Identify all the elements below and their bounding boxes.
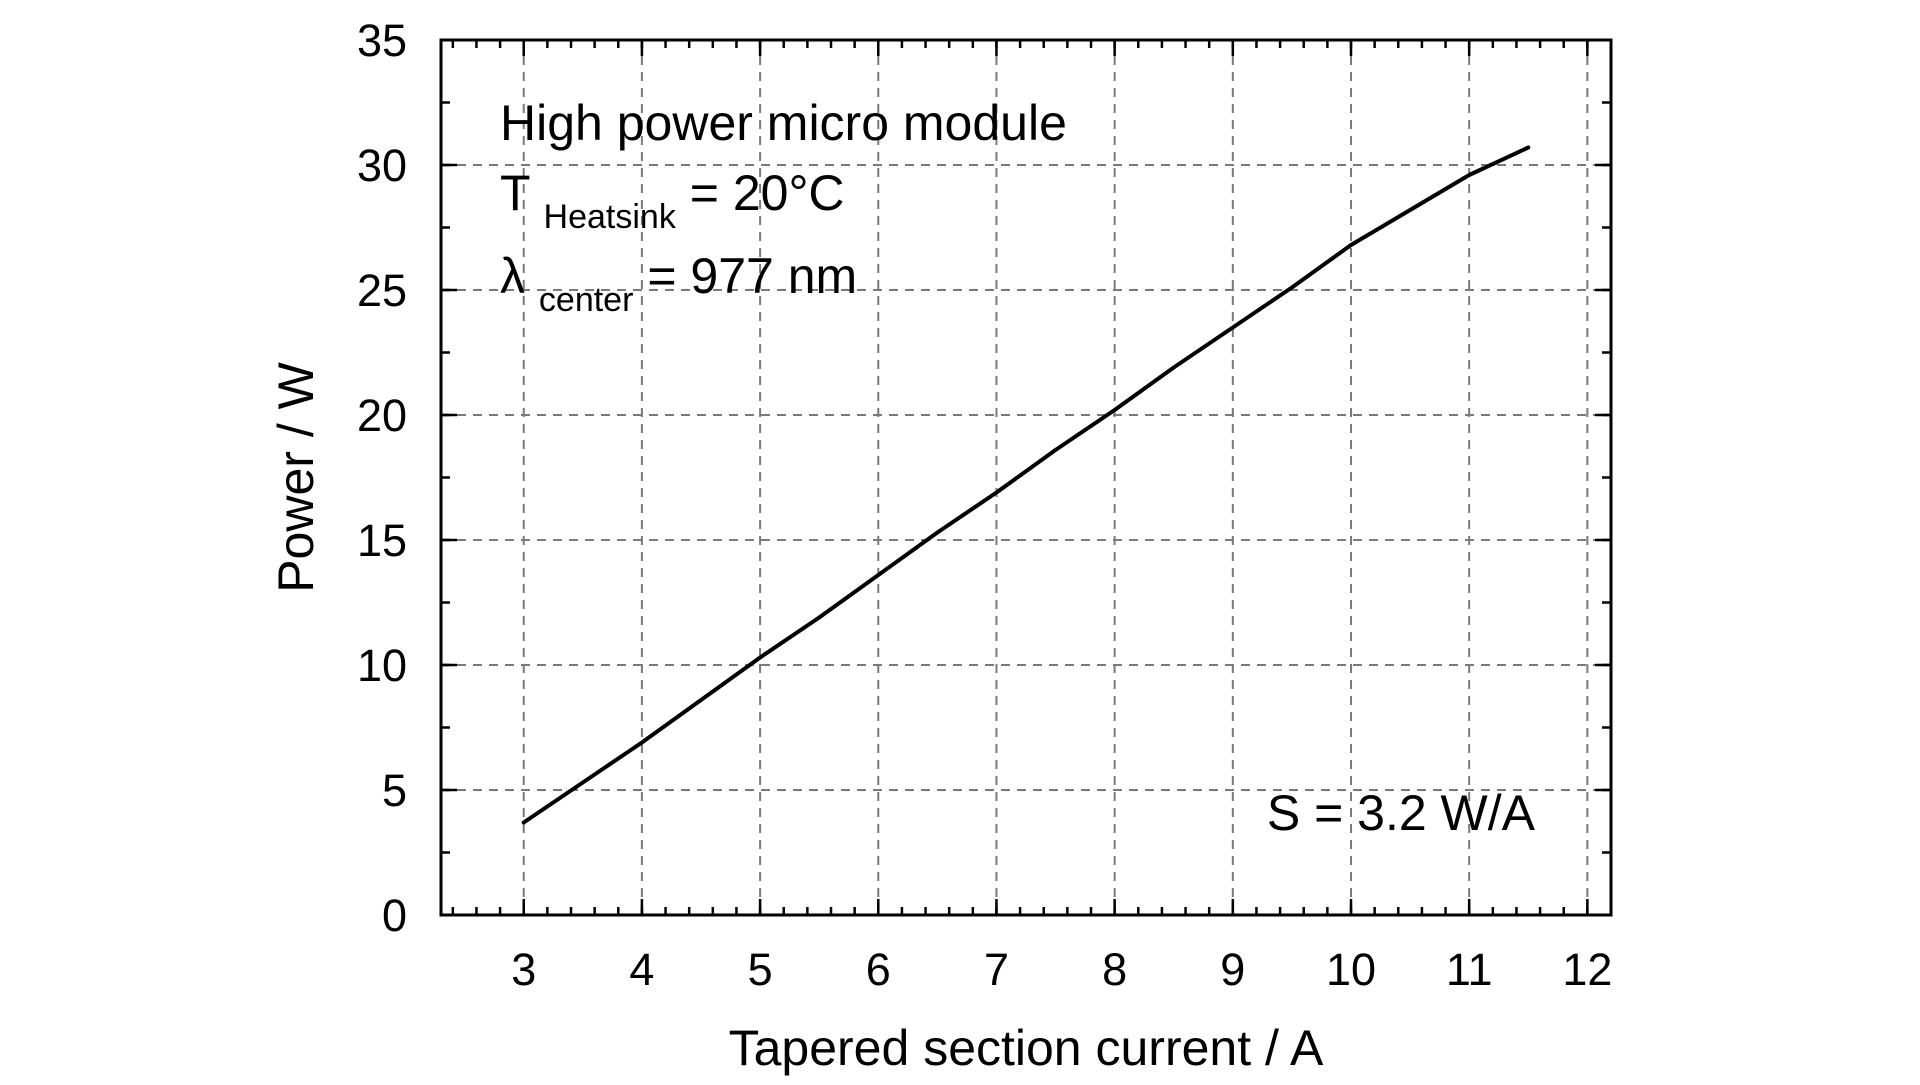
y-tick-label: 35 — [357, 15, 407, 66]
y-tick-label: 25 — [357, 265, 407, 316]
series-layer — [521, 145, 1531, 825]
y-tick-label: 30 — [357, 140, 407, 191]
y-tick-label: 5 — [382, 765, 407, 816]
y-tick-label: 20 — [357, 390, 407, 441]
plot-frame — [439, 38, 1613, 917]
grid-layer — [441, 40, 1611, 915]
x-tick-label: 12 — [1562, 944, 1612, 995]
tick-label-layer: 3 4 5 6 7 8 9 10 11 12 0 5 10 15 20 25 30 35 — [357, 15, 1612, 995]
y-axis-title: Power / W — [268, 361, 324, 592]
x-tick-label: 7 — [984, 944, 1009, 995]
x-tick-label: 6 — [866, 944, 891, 995]
x-tick-label: 3 — [511, 944, 536, 995]
tick-layer — [441, 38, 1613, 917]
y-tick-label: 15 — [357, 515, 407, 566]
annotation-slope-efficiency: S = 3.2 W/A — [1267, 785, 1536, 841]
x-axis-title: Tapered section current / A — [729, 1020, 1324, 1076]
annotation-module-name: High power micro module — [500, 95, 1067, 151]
x-tick-label: 4 — [629, 944, 654, 995]
x-tick-label: 9 — [1220, 944, 1245, 995]
x-tick-label: 5 — [748, 944, 773, 995]
x-tick-label: 8 — [1102, 944, 1127, 995]
y-tick-label: 10 — [357, 640, 407, 691]
x-tick-label: 11 — [1446, 944, 1493, 995]
lambda-value: = 977 nm — [647, 248, 857, 304]
lambda-subscript: center — [539, 281, 634, 319]
lambda-symbol: λ — [500, 248, 525, 304]
x-tick-label: 10 — [1326, 944, 1376, 995]
y-tick-label: 0 — [382, 890, 407, 941]
heatsink-symbol: T — [500, 165, 530, 221]
heatsink-value: = 20°C — [690, 165, 845, 221]
series-line-power — [521, 145, 1531, 825]
annotation-heatsink-temperature: T Heatsink = 20°C — [500, 165, 845, 239]
heatsink-subscript: Heatsink — [544, 198, 677, 236]
annotation-center-wavelength: λ center = 977 nm — [500, 248, 857, 322]
